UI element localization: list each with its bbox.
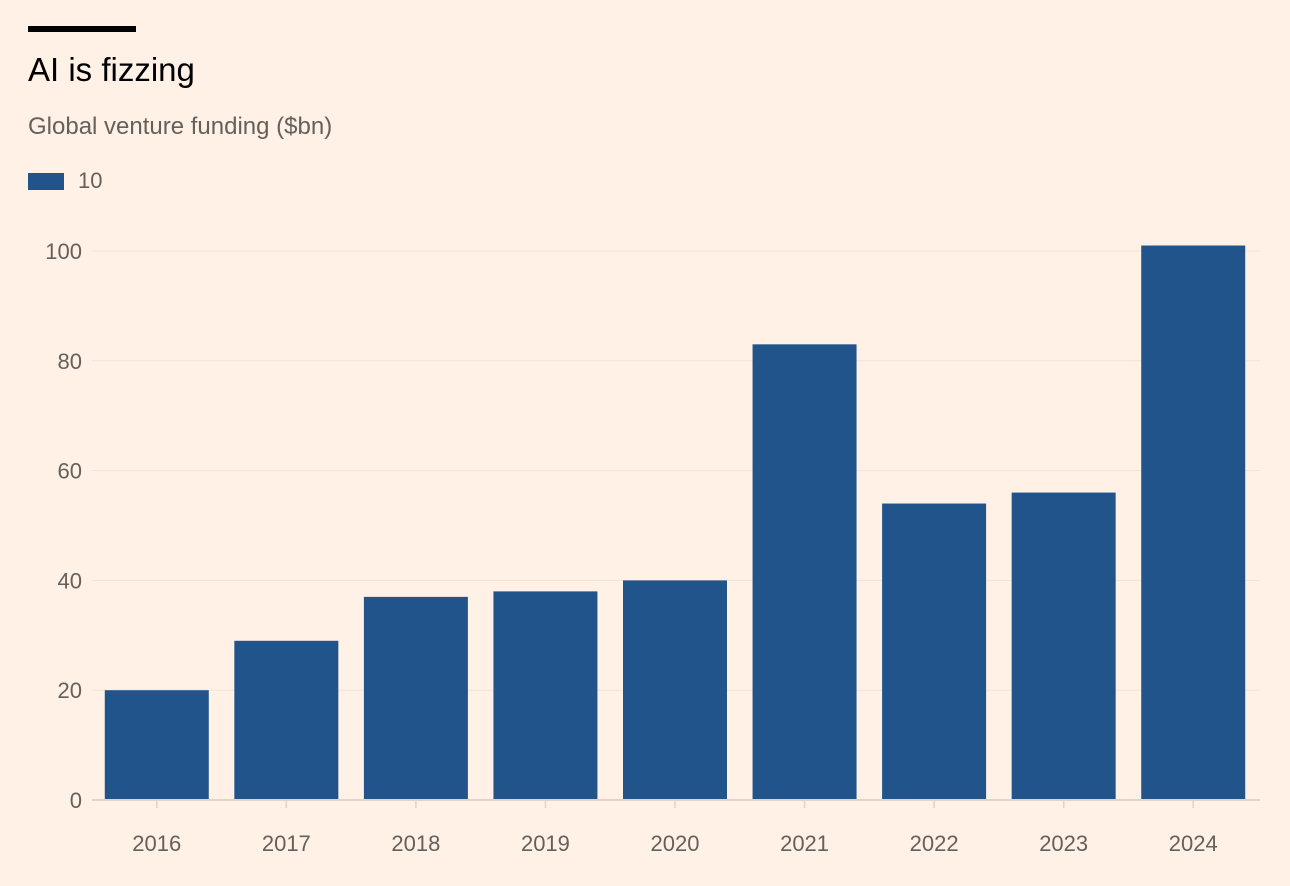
x-tick-label: 2021: [780, 831, 829, 856]
x-tick-label: 2018: [391, 831, 440, 856]
bar-2016: [104, 690, 209, 800]
chart-title: AI is fizzing: [28, 51, 195, 88]
legend-label: 10: [78, 168, 103, 193]
x-tick-label: 2023: [1039, 831, 1088, 856]
y-tick-label: 100: [45, 239, 82, 264]
x-tick-label: 2020: [651, 831, 700, 856]
x-tick-label: 2024: [1169, 831, 1218, 856]
legend: 10: [28, 166, 102, 196]
chart-subtitle: Global venture funding ($bn): [28, 113, 333, 140]
y-tick-label: 60: [58, 459, 82, 484]
y-tick-label: 40: [58, 568, 82, 593]
bars: [104, 245, 1246, 800]
y-tick-label: 0: [70, 788, 82, 813]
axes: 0 20 40 60 80 100 2016 2017 2018 2019 2020 2021 2022…: [45, 239, 1260, 856]
x-tick-label: 2019: [521, 831, 570, 856]
y-tick-label: 20: [58, 678, 82, 703]
bar-2024: [1141, 245, 1246, 800]
bar-2023: [1011, 492, 1116, 800]
legend-swatch: [28, 172, 64, 190]
bar-2022: [882, 503, 987, 800]
header-rule: [28, 26, 136, 32]
bar-2017: [234, 640, 339, 800]
bar-2018: [363, 596, 468, 800]
x-tick-label: 2022: [910, 831, 959, 856]
y-tick-label: 80: [58, 349, 82, 374]
bar-2021: [752, 344, 857, 800]
x-tick-label: 2016: [132, 831, 181, 856]
bar-2019: [493, 591, 598, 800]
bar-2020: [623, 580, 727, 800]
x-tick-label: 2017: [262, 831, 311, 856]
